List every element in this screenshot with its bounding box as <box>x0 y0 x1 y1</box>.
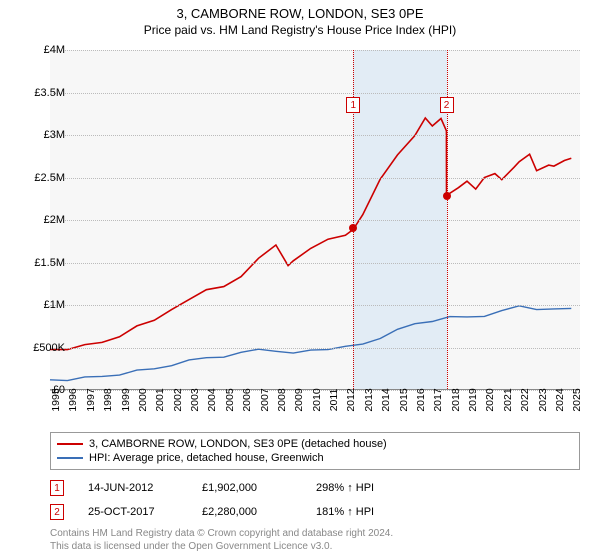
sale-marker-box: 1 <box>346 97 360 113</box>
xtick-label: 2019 <box>467 388 479 411</box>
xtick-label: 2009 <box>293 388 305 411</box>
xtick-label: 2001 <box>154 388 166 411</box>
ytick-label: £3M <box>44 129 65 141</box>
gridline <box>50 178 580 179</box>
sale-date: 25-OCT-2017 <box>88 506 178 518</box>
legend-box: 3, CAMBORNE ROW, LONDON, SE3 0PE (detach… <box>50 432 580 470</box>
xtick-label: 2000 <box>137 388 149 411</box>
chart-container: 3, CAMBORNE ROW, LONDON, SE3 0PE Price p… <box>0 0 600 560</box>
copyright-text: Contains HM Land Registry data © Crown c… <box>50 528 580 553</box>
ytick-label: £2.5M <box>34 172 65 184</box>
sale-price: £1,902,000 <box>202 482 292 494</box>
gridline <box>50 263 580 264</box>
xtick-label: 2025 <box>571 388 583 411</box>
legend-swatch <box>57 443 83 445</box>
gridline <box>50 50 580 51</box>
xtick-label: 2003 <box>189 388 201 411</box>
ytick-label: £1.5M <box>34 257 65 269</box>
sale-marker-box: 2 <box>440 97 454 113</box>
xtick-label: 2005 <box>224 388 236 411</box>
xtick-label: 2008 <box>276 388 288 411</box>
plot-area: 12 <box>50 50 580 390</box>
series-subject <box>50 118 571 350</box>
sale-date: 14-JUN-2012 <box>88 482 178 494</box>
xtick-label: 2023 <box>537 388 549 411</box>
sale-dot <box>349 224 357 232</box>
xtick-label: 1997 <box>85 388 97 411</box>
xtick-label: 1999 <box>120 388 132 411</box>
ytick-label: £1M <box>44 299 65 311</box>
xtick-label: 2006 <box>241 388 253 411</box>
xtick-label: 2012 <box>345 388 357 411</box>
sale-price: £2,280,000 <box>202 506 292 518</box>
legend-item: HPI: Average price, detached house, Gree… <box>57 451 573 465</box>
legend-item: 3, CAMBORNE ROW, LONDON, SE3 0PE (detach… <box>57 437 573 451</box>
xtick-label: 1998 <box>102 388 114 411</box>
xtick-label: 2018 <box>450 388 462 411</box>
ytick-label: £500K <box>33 342 65 354</box>
xtick-label: 2011 <box>328 389 340 412</box>
sale-pct: 298% ↑ HPI <box>316 482 374 494</box>
gridline <box>50 305 580 306</box>
gridline <box>50 348 580 349</box>
xtick-label: 2002 <box>172 388 184 411</box>
xtick-label: 2016 <box>415 388 427 411</box>
xtick-label: 2015 <box>398 388 410 411</box>
xtick-label: 2020 <box>484 388 496 411</box>
ytick-label: £4M <box>44 44 65 56</box>
chart-title: 3, CAMBORNE ROW, LONDON, SE3 0PE <box>0 0 600 21</box>
sale-row: 1 14-JUN-2012 £1,902,000 298% ↑ HPI <box>50 478 580 498</box>
chart-subtitle: Price paid vs. HM Land Registry's House … <box>0 21 600 37</box>
xtick-label: 2022 <box>519 388 531 411</box>
xtick-label: 2004 <box>206 388 218 411</box>
series-hpi <box>50 306 571 381</box>
xtick-label: 2017 <box>432 388 444 411</box>
xtick-label: 1995 <box>50 388 62 411</box>
xtick-label: 1996 <box>67 388 79 411</box>
ytick-label: £3.5M <box>34 87 65 99</box>
xtick-label: 2010 <box>311 388 323 411</box>
sale-marker-box: 1 <box>50 480 64 496</box>
sale-marker-box: 2 <box>50 504 64 520</box>
xtick-label: 2024 <box>554 388 566 411</box>
gridline <box>50 93 580 94</box>
sale-pct: 181% ↑ HPI <box>316 506 374 518</box>
gridline <box>50 135 580 136</box>
gridline <box>50 220 580 221</box>
xtick-label: 2014 <box>380 388 392 411</box>
xtick-label: 2021 <box>502 388 514 411</box>
legend-swatch <box>57 457 83 459</box>
sale-row: 2 25-OCT-2017 £2,280,000 181% ↑ HPI <box>50 502 580 522</box>
xtick-label: 2007 <box>259 388 271 411</box>
legend-label: HPI: Average price, detached house, Gree… <box>89 452 324 464</box>
sale-dot <box>443 192 451 200</box>
xtick-label: 2013 <box>363 388 375 411</box>
legend-label: 3, CAMBORNE ROW, LONDON, SE3 0PE (detach… <box>89 438 387 450</box>
ytick-label: £2M <box>44 214 65 226</box>
